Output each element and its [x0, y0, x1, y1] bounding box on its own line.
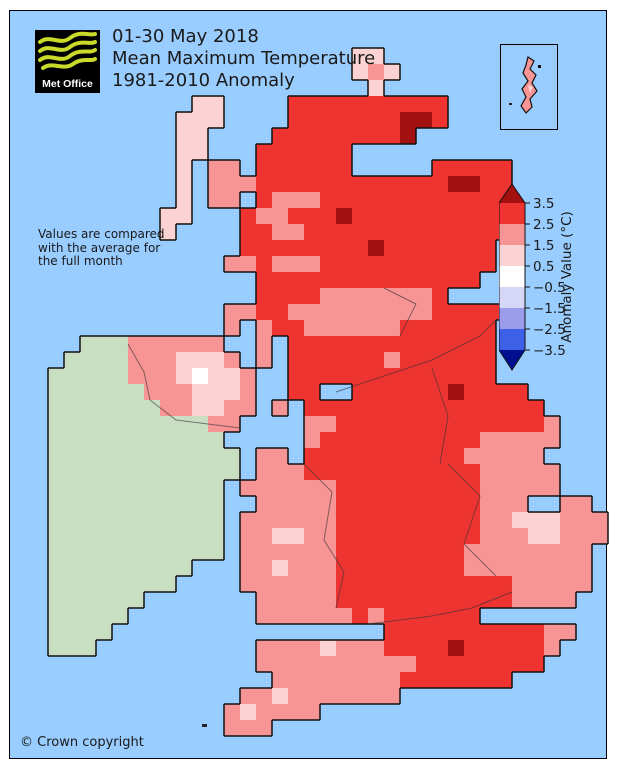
legend-tick-label: 3.5 — [533, 196, 554, 212]
legend-axis-label: Anomaly Value (°C) — [559, 211, 575, 343]
comparison-note: Values are compared with the average for… — [38, 227, 165, 269]
note-line: Values are compared — [38, 227, 165, 241]
crown-copyright: © Crown copyright — [20, 735, 144, 750]
legend-tick-label: −0.5 — [533, 280, 566, 296]
title-variable: Mean Maximum Temperature — [112, 48, 376, 69]
title-date-range: 01-30 May 2018 — [112, 26, 259, 47]
legend-tick-label: 0.5 — [533, 259, 554, 275]
legend-tick-label: −2.5 — [533, 322, 566, 338]
title-baseline: 1981-2010 Anomaly — [112, 70, 295, 91]
legend-tick-label: 1.5 — [533, 238, 554, 254]
shetland-inset — [500, 44, 558, 130]
met-office-waves-icon — [38, 31, 97, 70]
anomaly-colorbar: 3.5 2.5 1.5 0.5 −0.5 −1.5 −2.5 −3.5 — [499, 183, 566, 371]
note-line: with the average for — [38, 240, 161, 255]
legend-tick-label: −3.5 — [533, 343, 566, 359]
legend-tick-label: 2.5 — [533, 217, 554, 233]
met-office-logo: Met Office — [35, 30, 100, 93]
map-title: 01-30 May 2018 Mean Maximum Temperature … — [112, 26, 375, 92]
shetland-islands — [509, 56, 541, 114]
met-office-logo-text: Met Office — [42, 78, 93, 90]
note-line: the full month — [38, 254, 123, 268]
legend-tick-label: −1.5 — [533, 301, 566, 317]
